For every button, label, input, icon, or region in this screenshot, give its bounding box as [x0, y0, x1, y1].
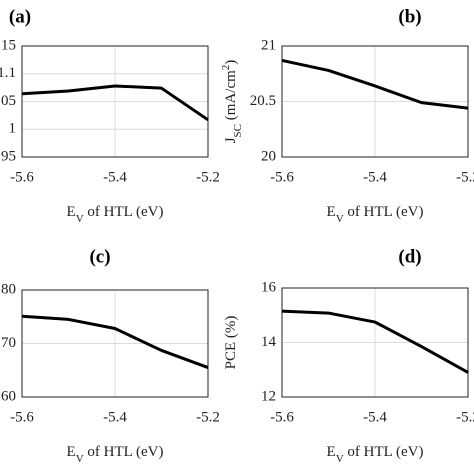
axis-label: EV of HTL (eV): [67, 204, 164, 224]
x-tick-label: -5.6: [10, 409, 34, 425]
y-tick-label: 21: [261, 37, 276, 53]
axis-label: EV of HTL (eV): [327, 204, 424, 224]
panel-title: (d): [398, 246, 421, 267]
label-part: V: [336, 453, 344, 465]
y-tick-label: 1.05: [0, 93, 16, 109]
y-tick-label: 1.1: [0, 65, 16, 81]
label-part: V: [76, 213, 84, 225]
y-tick-label: 70: [1, 335, 16, 351]
x-tick-label: -5.4: [363, 409, 387, 425]
x-tick-label: -5.4: [103, 409, 127, 425]
axis-label: EV of HTL (eV): [327, 444, 424, 464]
x-tick-label: -5.2: [196, 409, 220, 425]
label-part: ): [223, 60, 239, 65]
label-part: (mA/cm: [223, 70, 239, 124]
y-tick-label: 60: [1, 388, 16, 404]
label-part: of HTL (eV): [344, 444, 424, 460]
y-tick-label: 12: [261, 388, 276, 404]
y-tick-label: 1: [9, 121, 17, 137]
label-part: E: [327, 444, 336, 460]
y-tick-label: 16: [261, 279, 277, 295]
x-tick-label: -5.6: [270, 169, 294, 185]
plot-frame: [21, 45, 209, 158]
y-tick-label: 0.95: [0, 148, 16, 164]
label-part: PCE (%): [223, 316, 239, 370]
label-part: V: [76, 453, 84, 465]
data-line: [21, 314, 209, 369]
y-tick-label: 80: [1, 281, 16, 297]
data-line: [281, 58, 469, 110]
axis-label: PCE (%): [223, 316, 239, 370]
plot-frame: [21, 289, 209, 398]
axis-label: EV of HTL (eV): [67, 444, 164, 464]
axis-label: JSC (mA/cm2): [220, 60, 244, 144]
x-tick-label: -5.2: [456, 169, 474, 185]
panel-title: (a): [9, 6, 31, 27]
panel-title: (c): [89, 246, 110, 267]
label-part: 2: [220, 65, 232, 71]
panel-title: (b): [398, 6, 421, 27]
x-tick-label: -5.2: [196, 169, 220, 185]
plot-frame: [281, 287, 469, 398]
label-part: E: [67, 204, 76, 220]
label-part: of HTL (eV): [84, 204, 164, 220]
label-part: E: [327, 204, 336, 220]
x-tick-label: -5.4: [363, 169, 387, 185]
data-line: [281, 309, 469, 374]
y-tick-label: 14: [261, 334, 277, 350]
x-tick-label: -5.6: [10, 169, 34, 185]
label-part: of HTL (eV): [84, 444, 164, 460]
x-tick-label: -5.6: [270, 409, 294, 425]
x-tick-label: -5.2: [456, 409, 474, 425]
y-tick-label: 20.5: [250, 93, 276, 109]
data-line: [21, 84, 209, 122]
label-part: E: [67, 444, 76, 460]
label-part: V: [336, 213, 344, 225]
label-part: of HTL (eV): [344, 204, 424, 220]
label-part: SC: [232, 124, 244, 137]
x-tick-label: -5.4: [103, 169, 127, 185]
y-tick-label: 20: [261, 148, 276, 164]
plot-frame: [281, 45, 469, 158]
y-tick-label: 1.15: [0, 37, 16, 53]
label-part: J: [223, 137, 239, 143]
